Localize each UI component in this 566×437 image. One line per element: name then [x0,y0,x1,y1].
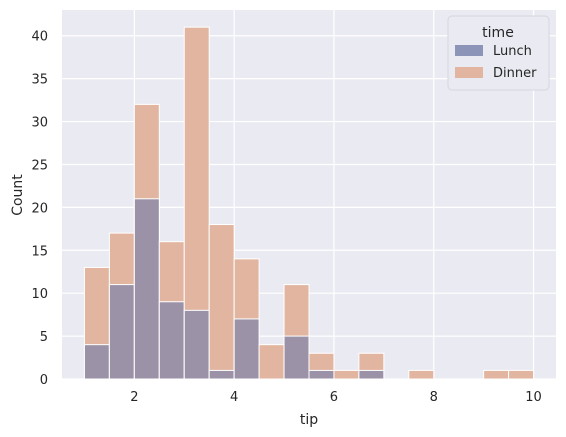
y-tick-label: 25 [31,158,48,173]
bar-lunch [233,318,260,380]
x-tick-label: 6 [330,390,338,405]
y-tick-label: 35 [31,73,48,88]
bar-dinner [258,344,285,380]
x-tick-label: 8 [430,390,438,405]
legend-label-lunch: Lunch [493,44,532,59]
bar-lunch [183,309,210,380]
y-tick-label: 40 [31,30,48,45]
legend-swatch-lunch [455,45,483,56]
y-tick-label: 15 [31,244,48,259]
x-axis-label: tip [300,412,318,428]
bar-lunch [133,198,160,380]
histogram-bars [83,26,535,380]
x-axis-ticks: 2 4 6 8 10 [130,390,542,405]
x-tick-label: 10 [525,390,542,405]
bar-dinner [508,369,535,380]
bar-lunch [283,335,310,380]
x-tick-label: 2 [130,390,138,405]
bar-lunch [308,369,335,380]
y-tick-label: 30 [31,116,48,131]
x-tick-label: 4 [230,390,238,405]
y-tick-label: 20 [31,201,48,216]
bar-lunch [358,369,385,380]
bar-dinner [208,224,235,380]
y-tick-label: 5 [40,330,48,345]
y-axis-label: Count [10,174,26,216]
y-tick-label: 0 [40,373,48,388]
bar-lunch [83,344,110,380]
legend: time Lunch Dinner [447,15,550,91]
bar-dinner [333,369,360,380]
bar-lunch [158,301,185,380]
bar-dinner [408,369,435,380]
y-tick-label: 10 [31,287,48,302]
legend-swatch-dinner [455,67,483,78]
bar-lunch [108,284,135,380]
bar-dinner [483,369,510,380]
y-axis-ticks: 0 5 10 15 20 25 30 35 40 [31,30,48,388]
legend-label-dinner: Dinner [493,66,537,81]
bar-lunch [208,369,235,380]
legend-title: time [482,25,514,41]
